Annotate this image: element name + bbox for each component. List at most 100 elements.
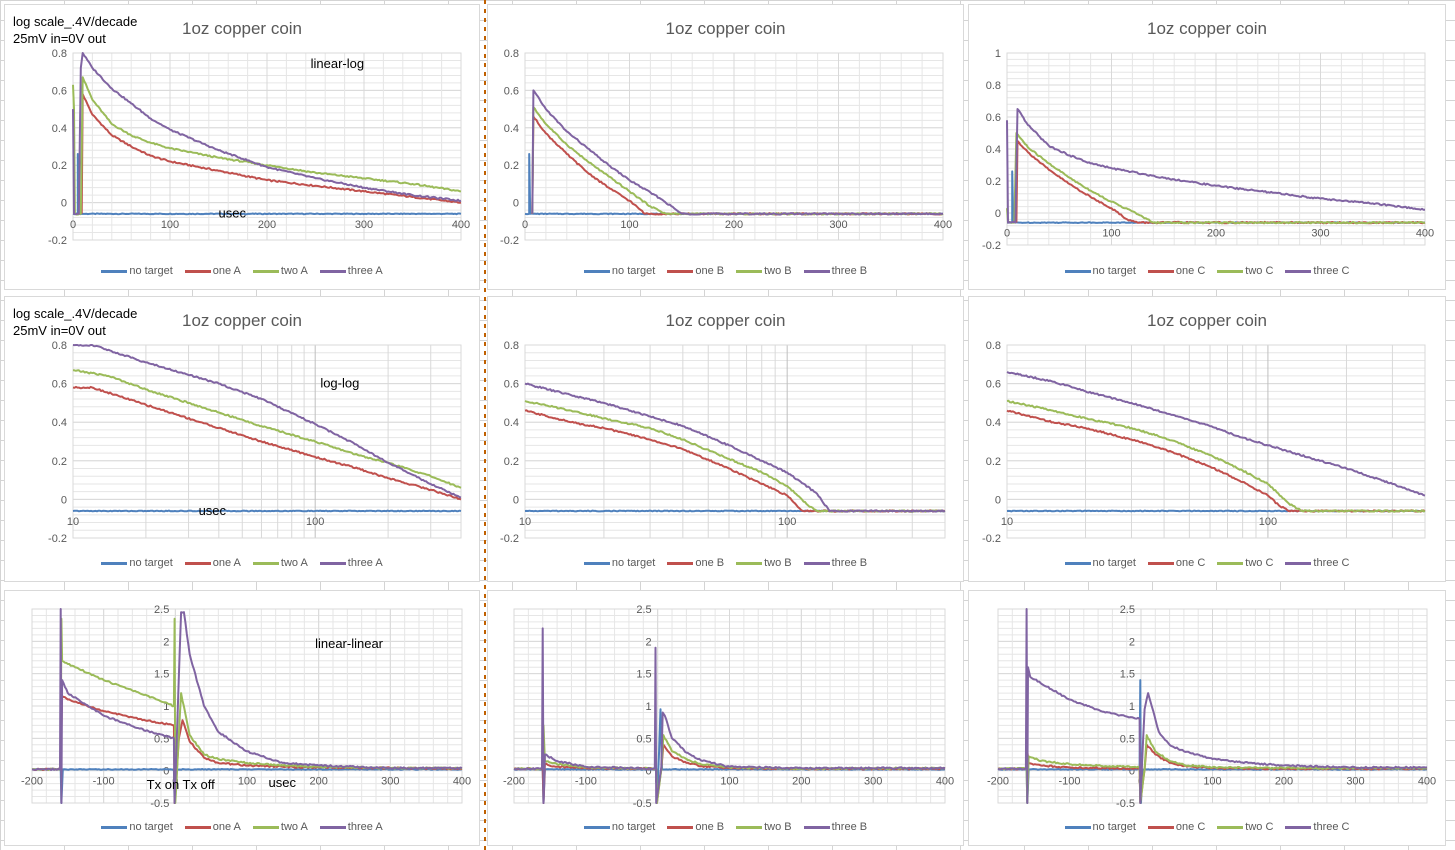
chart-svg: -0.2 0 0.2 0.4 0.6 0.8 10 100	[982, 340, 1426, 545]
series-group	[524, 382, 946, 513]
chart-r2c3[interactable]: 1oz copper coin -0.2 0 0.2 0.4 0.6 0.8 10 100 no …	[968, 296, 1446, 582]
legend-swatch	[1285, 825, 1312, 829]
y-tick-label: -0.2	[500, 235, 519, 247]
x-tick-label: 400	[1416, 228, 1434, 240]
legend-label: two B	[764, 557, 792, 569]
series-group	[31, 608, 463, 804]
gridlines	[1006, 52, 1426, 246]
legend-item[interactable]: one C	[1147, 821, 1205, 833]
legend-item[interactable]: three A	[319, 821, 383, 833]
legend-item[interactable]: three B	[803, 265, 867, 277]
legend-item[interactable]: two A	[252, 557, 308, 569]
legend-item[interactable]: three A	[319, 265, 383, 277]
chart-svg: -0.200.20.40.60.80 100 200 300 400linear-log…	[48, 48, 470, 247]
legend-item[interactable]: three B	[803, 821, 867, 833]
legend-item[interactable]: one B	[667, 557, 724, 569]
plot-area	[524, 344, 946, 539]
plot-area	[524, 52, 944, 241]
chart-r1c1[interactable]: 1oz copper coin log scale_.4V/decade 25mV …	[4, 4, 480, 290]
chart-r2c2[interactable]: 1oz copper coin -0.2 0 0.2 0.4 0.6 0.8 10 100 no …	[487, 296, 964, 582]
legend-item[interactable]: one A	[184, 557, 241, 569]
y-tick-label: 0.8	[986, 340, 1001, 352]
legend-item[interactable]: two A	[252, 265, 308, 277]
legend-item[interactable]: one C	[1147, 557, 1205, 569]
y-tick-label: 0.4	[504, 417, 519, 429]
x-tick-label: 0	[1004, 228, 1010, 240]
legend-item[interactable]: no target	[101, 821, 173, 833]
legend-item[interactable]: one A	[184, 821, 241, 833]
legend-item[interactable]: two A	[252, 821, 308, 833]
chart-legend: no target one A two A three A	[5, 821, 479, 833]
legend-item[interactable]: three B	[803, 557, 868, 569]
legend-item[interactable]: no target	[583, 557, 655, 569]
chart-r1c2[interactable]: 1oz copper coin -0.2 0 0.2 0.4 0.6 0.8 0 100 200 3…	[487, 4, 964, 290]
legend-swatch	[1147, 825, 1174, 829]
series-group	[1006, 108, 1426, 225]
legend-item[interactable]: three C	[1285, 265, 1349, 277]
chart-note: 25mV in=0V out	[13, 323, 106, 338]
legend-label: three C	[1313, 557, 1350, 569]
y-tick-label: 1.5	[154, 669, 169, 681]
legend-swatch	[184, 825, 211, 829]
legend-item[interactable]: two B	[736, 265, 792, 277]
chart-r3c1[interactable]: -0.5 0 0.5 1 1.5 2 2.5 -200 -100 0 100 200 300 400 lin…	[4, 590, 480, 846]
legend-item[interactable]: one C	[1147, 265, 1205, 277]
series-line-two	[524, 400, 946, 513]
chart-r1c3[interactable]: 1oz copper coin -0.2 0 0.2 0.4 0.6 0.8 1 0 100 200…	[968, 4, 1446, 290]
legend-item[interactable]: no target	[1064, 821, 1136, 833]
gridlines	[72, 52, 462, 241]
legend-label: no target	[611, 821, 656, 833]
legend-item[interactable]: two C	[1217, 557, 1273, 569]
legend-item[interactable]: two C	[1217, 821, 1273, 833]
legend-label: three B	[831, 557, 868, 569]
legend-item[interactable]: one B	[667, 265, 724, 277]
x-tick-label: 100	[1102, 228, 1120, 240]
page-break-line	[484, 0, 486, 850]
series-line-three	[531, 89, 944, 216]
x-tick-label: 100	[238, 776, 256, 788]
series-line-three	[997, 608, 1428, 804]
x-tick-label: -200	[21, 776, 43, 788]
legend-item[interactable]: no target	[1064, 265, 1136, 277]
legend-item[interactable]: one B	[667, 821, 724, 833]
legend-item[interactable]: two B	[736, 557, 792, 569]
x-tick-label: -200	[503, 776, 525, 788]
y-tick-label: 0.8	[504, 48, 519, 60]
legend-item[interactable]: one A	[184, 265, 241, 277]
chart-annotation: log-log	[320, 375, 359, 390]
legend-label: two A	[280, 821, 308, 833]
legend-item[interactable]: no target	[583, 265, 655, 277]
legend-item[interactable]: two B	[736, 821, 792, 833]
legend-item[interactable]: no target	[583, 821, 656, 833]
legend-swatch	[319, 561, 346, 565]
plot-area	[1006, 344, 1426, 539]
legend-swatch	[803, 561, 830, 565]
legend-item[interactable]: three A	[319, 557, 383, 569]
x-tick-label: 300	[864, 776, 882, 788]
legend-label: no target	[1092, 821, 1136, 833]
y-tick-label: 0.6	[52, 85, 67, 97]
legend-item[interactable]: no target	[101, 557, 173, 569]
y-tick-label: 2	[646, 636, 652, 648]
legend-label: one B	[695, 265, 725, 277]
chart-svg: -0.200.20.40.60.80 100 200 300 400	[500, 48, 952, 247]
y-tick-label: -0.2	[982, 240, 1001, 252]
legend-label: three C	[1313, 265, 1350, 277]
chart-r3c3[interactable]: -0.5 0 0.5 1 1.5 2 2.5 -200 -100 0 100 200 300 400 no …	[968, 590, 1446, 846]
legend-item[interactable]: two C	[1217, 265, 1273, 277]
chart-r2c1[interactable]: 1oz copper coin log scale_.4V/decade 25mV …	[4, 296, 480, 582]
legend-swatch	[319, 269, 346, 273]
y-tick-label: 0.2	[986, 456, 1001, 468]
y-tick-label: 0.2	[52, 160, 67, 172]
x-tick-label: 300	[381, 776, 399, 788]
legend-label: one B	[695, 821, 725, 833]
legend-swatch	[1147, 561, 1174, 565]
chart-r3c2[interactable]: -0.5 0 0.5 1 1.5 2 2.5 -200 -100 0 100 200 300 400 no …	[487, 590, 964, 846]
legend-item[interactable]: no target	[1064, 557, 1136, 569]
y-tick-label: 0	[513, 494, 519, 506]
legend-item[interactable]: three C	[1285, 821, 1349, 833]
legend-item[interactable]: no target	[101, 265, 173, 277]
legend-item[interactable]: three C	[1285, 557, 1349, 569]
legend-swatch	[1064, 561, 1091, 565]
legend-swatch	[252, 825, 279, 829]
